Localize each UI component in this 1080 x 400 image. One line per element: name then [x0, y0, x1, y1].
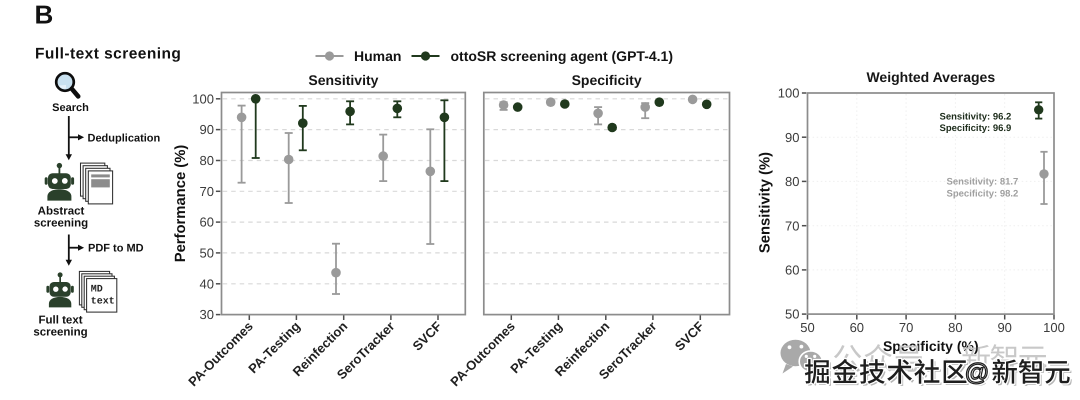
svg-text:MD: MD	[91, 285, 103, 296]
svg-text:Specificity: Specificity	[572, 72, 642, 88]
svg-text:Sensitivity (%): Sensitivity (%)	[758, 152, 774, 253]
svg-text:Specificity (%): Specificity (%)	[883, 338, 979, 354]
svg-text:50: 50	[200, 246, 214, 261]
svg-text:Sensitivity: Sensitivity	[308, 72, 378, 88]
svg-text:Sensitivity: 81.7: Sensitivity: 81.7	[947, 176, 1019, 187]
svg-text:Human: Human	[354, 48, 401, 64]
svg-text:90: 90	[785, 130, 799, 145]
svg-text:screening: screening	[33, 327, 87, 339]
svg-text:100: 100	[778, 86, 800, 101]
svg-text:90: 90	[200, 122, 214, 137]
svg-text:70: 70	[785, 218, 799, 233]
svg-text:PDF to MD: PDF to MD	[88, 243, 144, 255]
svg-text:Specificity: 96.9: Specificity: 96.9	[940, 123, 1012, 134]
svg-text:B: B	[35, 0, 54, 30]
svg-text:80: 80	[200, 153, 214, 168]
svg-text:screening: screening	[34, 218, 88, 230]
svg-text:@: @	[967, 361, 992, 388]
svg-text:60: 60	[785, 263, 799, 278]
svg-text:Full-text screening: Full-text screening	[35, 46, 181, 63]
svg-text:40: 40	[200, 276, 214, 291]
svg-text:Search: Search	[52, 102, 89, 114]
svg-text:SVCF: SVCF	[672, 318, 707, 353]
svg-text:Full text: Full text	[38, 315, 82, 327]
svg-text:Sensitivity: 96.2: Sensitivity: 96.2	[940, 111, 1012, 122]
svg-text:Performance (%): Performance (%)	[173, 145, 189, 263]
svg-text:80: 80	[785, 174, 799, 189]
svg-text:90: 90	[997, 320, 1011, 335]
svg-text:Specificity: 98.2: Specificity: 98.2	[947, 189, 1019, 200]
svg-text:80: 80	[948, 320, 962, 335]
svg-text:@: @	[965, 359, 990, 386]
svg-text:60: 60	[200, 215, 214, 230]
svg-text:50: 50	[800, 320, 814, 335]
svg-text:PA-Outcomes: PA-Outcomes	[447, 319, 518, 390]
svg-text:text: text	[91, 297, 115, 308]
svg-text:70: 70	[200, 184, 214, 199]
svg-text:Deduplication: Deduplication	[88, 132, 161, 144]
svg-text:100: 100	[192, 91, 214, 106]
svg-text:50: 50	[785, 307, 799, 322]
svg-text:PA-Outcomes: PA-Outcomes	[185, 319, 256, 390]
svg-text:Abstract: Abstract	[38, 206, 85, 218]
svg-text:SVCF: SVCF	[409, 318, 444, 353]
svg-text:100: 100	[1043, 320, 1065, 335]
svg-text:70: 70	[899, 320, 913, 335]
svg-text:60: 60	[850, 320, 864, 335]
svg-text:Weighted Averages: Weighted Averages	[866, 69, 995, 85]
svg-text:30: 30	[200, 307, 214, 322]
svg-text:@: @	[965, 359, 990, 386]
svg-text:ottoSR screening agent (GPT-4.: ottoSR screening agent (GPT-4.1)	[451, 48, 673, 64]
